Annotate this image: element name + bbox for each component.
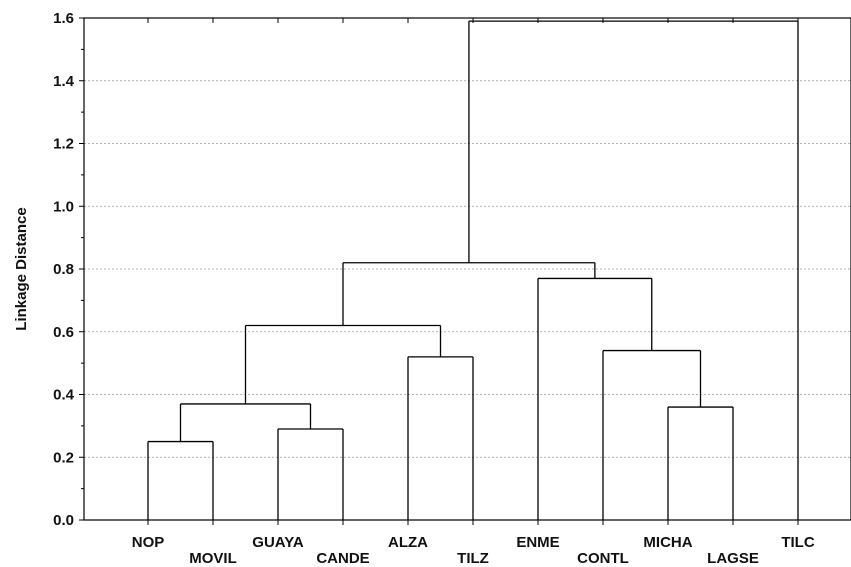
y-axis: 0.0 0.2 0.4 0.6 0.8 1.0 1.2 1.4 1.6 [53, 10, 799, 529]
y-tick-label: 1.0 [53, 198, 74, 215]
dendrogram-links [147, 20, 799, 520]
y-tick-label: 1.2 [53, 136, 74, 153]
leaf-label: TILZ [457, 550, 489, 567]
leaf-label: ALZA [388, 534, 428, 551]
y-tick-label: 0.0 [53, 512, 74, 529]
leaf-label: NOP [132, 534, 165, 551]
y-tick-label: 1.4 [53, 73, 75, 90]
leaf-label: ENME [516, 534, 559, 551]
leaf-label: CONTL [577, 550, 629, 567]
plot-frame [83, 17, 851, 521]
leaf-label: CANDE [316, 550, 369, 567]
y-tick-label: 0.4 [53, 387, 75, 404]
y-tick-label: 0.8 [53, 261, 74, 278]
leaf-label: TILC [781, 534, 814, 551]
y-tick-label: 0.6 [53, 324, 74, 341]
y-tick-label: 1.6 [53, 10, 74, 27]
grid-lines [84, 80, 851, 458]
y-axis-title: Linkage Distance [13, 207, 30, 330]
leaf-labels: NOP MOVIL GUAYA CANDE ALZA TILZ ENME CONTL MICHA… [132, 534, 815, 567]
y-tick-label: 0.2 [53, 449, 74, 466]
leaf-label: LAGSE [707, 550, 759, 567]
leaf-label: MICHA [643, 534, 692, 551]
leaf-label: MOVIL [189, 550, 237, 567]
leaf-label: GUAYA [252, 534, 304, 551]
